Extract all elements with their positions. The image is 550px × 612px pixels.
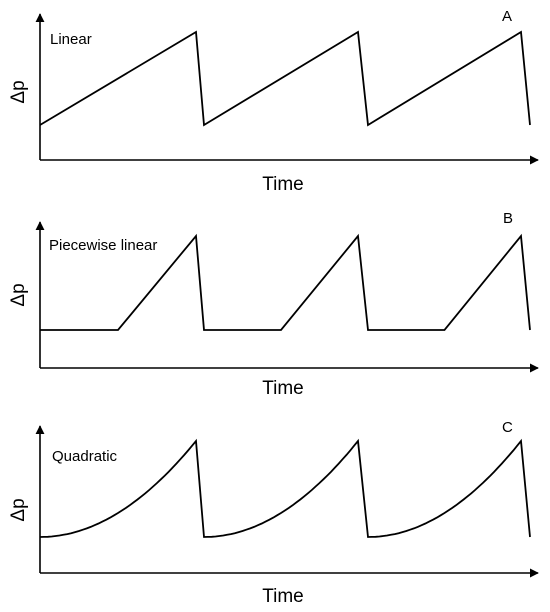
x-axis-label: Time	[262, 378, 304, 399]
panel-letter: A	[502, 8, 512, 25]
panel-letter: C	[502, 419, 513, 436]
curve-quadratic	[39, 438, 531, 538]
panel-b: Piecewise linear B Time Δp	[8, 210, 539, 399]
y-axis-label: Δp	[8, 283, 29, 306]
panel-c: Quadratic C Time Δp	[8, 419, 539, 607]
curve-label: Piecewise linear	[49, 237, 157, 254]
panel-a: Linear A Time Δp	[8, 8, 539, 195]
y-axis-label: Δp	[8, 80, 29, 103]
x-axis-label: Time	[262, 174, 304, 195]
panel-letter: B	[503, 210, 513, 227]
curve-piecewise-linear	[40, 233, 531, 331]
curve-linear	[39, 30, 531, 127]
curve-label: Linear	[50, 31, 92, 48]
x-axis-label: Time	[262, 586, 304, 607]
curve-label: Quadratic	[52, 448, 118, 465]
y-axis-label: Δp	[8, 498, 29, 521]
